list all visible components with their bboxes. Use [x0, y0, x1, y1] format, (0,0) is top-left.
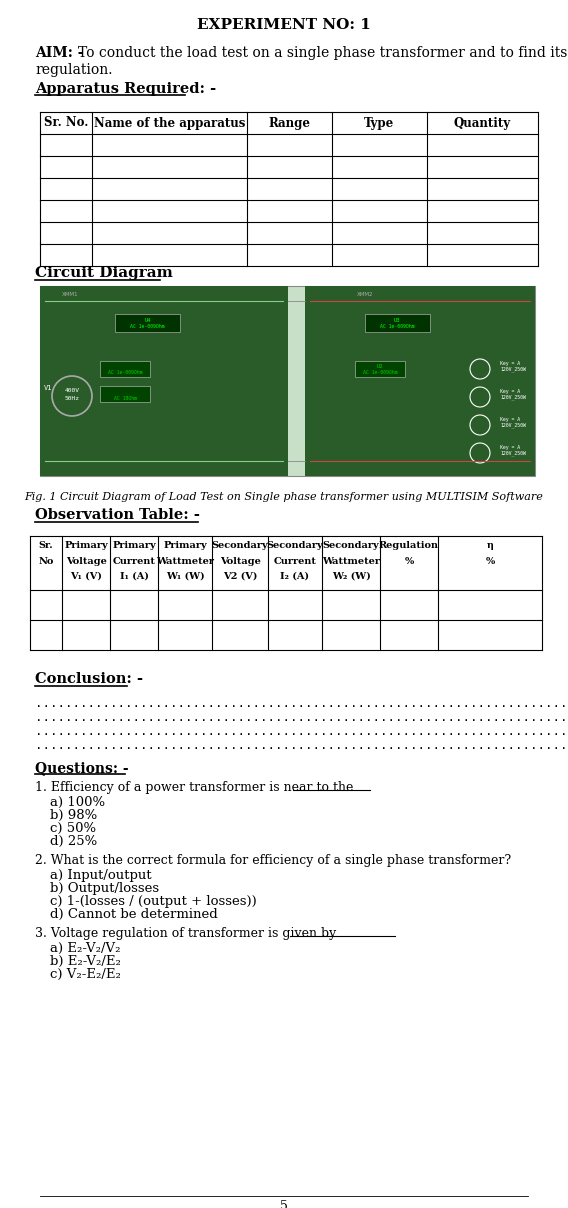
Text: Name of the apparatus: Name of the apparatus — [94, 116, 245, 129]
Bar — [355, 361, 405, 377]
Text: Wattmeter: Wattmeter — [322, 557, 380, 565]
Text: η: η — [487, 541, 494, 551]
Text: a) Input/output: a) Input/output — [50, 869, 152, 882]
Text: 120V_250W: 120V_250W — [500, 451, 526, 455]
Text: Primary: Primary — [112, 541, 156, 551]
Text: 3. Voltage regulation of transformer is given by: 3. Voltage regulation of transformer is … — [35, 927, 336, 940]
Text: ................................................................................: ........................................… — [35, 725, 568, 738]
Text: Voltage: Voltage — [65, 557, 106, 565]
Text: b) E₂-V₂/E₂: b) E₂-V₂/E₂ — [50, 956, 121, 968]
Text: Questions: -: Questions: - — [35, 761, 128, 776]
Text: AC 18Ohm: AC 18Ohm — [114, 395, 136, 401]
Text: Fig. 1 Circuit Diagram of Load Test on Single phase transformer using MULTISIM S: Fig. 1 Circuit Diagram of Load Test on S… — [24, 492, 544, 503]
Text: 120V_250W: 120V_250W — [500, 394, 526, 400]
Text: EXPERIMENT NO: 1: EXPERIMENT NO: 1 — [197, 18, 371, 31]
Text: ................................................................................: ........................................… — [35, 712, 568, 724]
Text: c) 50%: c) 50% — [50, 821, 96, 835]
Text: %: % — [486, 557, 495, 565]
Text: AC 1e-009Ohm: AC 1e-009Ohm — [130, 325, 165, 330]
Text: V2 (V): V2 (V) — [223, 571, 257, 581]
Text: Current: Current — [274, 557, 316, 565]
Text: No: No — [38, 557, 54, 565]
Text: d) Cannot be determined: d) Cannot be determined — [50, 908, 218, 920]
Text: Observation Table: -: Observation Table: - — [35, 509, 200, 522]
Text: XMM2: XMM2 — [357, 291, 373, 296]
Text: Secondary: Secondary — [267, 541, 323, 551]
Text: b) Output/losses: b) Output/losses — [50, 882, 159, 895]
Text: V₁ (V): V₁ (V) — [70, 571, 102, 581]
Text: regulation.: regulation. — [35, 63, 112, 77]
Text: 50Hz: 50Hz — [65, 395, 80, 401]
Text: Primary: Primary — [64, 541, 108, 551]
Text: %: % — [404, 557, 414, 565]
Text: XMM1: XMM1 — [62, 291, 78, 296]
Text: 5: 5 — [280, 1200, 288, 1208]
Text: To conduct the load test on a single phase transformer and to find its efficienc: To conduct the load test on a single pha… — [78, 46, 568, 60]
Text: Primary: Primary — [163, 541, 207, 551]
Text: b) 98%: b) 98% — [50, 809, 97, 821]
Text: Secondary: Secondary — [323, 541, 379, 551]
Text: ................................................................................: ........................................… — [35, 739, 568, 753]
Text: a) E₂-V₂/V₂: a) E₂-V₂/V₂ — [50, 942, 120, 956]
Text: Conclusion: -: Conclusion: - — [35, 672, 143, 686]
Text: Secondary: Secondary — [212, 541, 268, 551]
Text: U3: U3 — [394, 319, 400, 324]
Bar — [115, 314, 180, 332]
Text: Apparatus Required: -: Apparatus Required: - — [35, 82, 216, 95]
Bar — [305, 286, 535, 476]
Text: 120V_250W: 120V_250W — [500, 423, 526, 428]
Text: c) 1-(losses / (output + losses)): c) 1-(losses / (output + losses)) — [50, 895, 257, 908]
Text: Key = A: Key = A — [500, 417, 520, 422]
Text: U4: U4 — [144, 319, 151, 324]
Text: I₂ (A): I₂ (A) — [281, 571, 310, 581]
Text: Sr. No.: Sr. No. — [44, 116, 88, 129]
Bar — [40, 286, 535, 476]
Text: AIM: -: AIM: - — [35, 46, 83, 60]
Text: 120V_250W: 120V_250W — [500, 366, 526, 372]
Text: Current: Current — [112, 557, 156, 565]
Text: a) 100%: a) 100% — [50, 796, 105, 809]
Text: 1. Efficiency of a power transformer is near to the: 1. Efficiency of a power transformer is … — [35, 782, 353, 794]
Text: Key = A: Key = A — [500, 360, 520, 366]
Text: Key = A: Key = A — [500, 389, 520, 394]
Text: Range: Range — [269, 116, 311, 129]
Bar — [40, 286, 287, 476]
Text: Wattmeter: Wattmeter — [156, 557, 214, 565]
Text: ................................................................................: ........................................… — [35, 697, 568, 710]
Text: Quantity: Quantity — [454, 116, 511, 129]
Text: Sr.: Sr. — [39, 541, 53, 551]
Text: U2: U2 — [377, 365, 383, 370]
Text: AC 1e-009Ohm: AC 1e-009Ohm — [380, 325, 415, 330]
Text: Regulation: Regulation — [379, 541, 439, 551]
Text: 400V: 400V — [65, 388, 80, 393]
Text: W₁ (W): W₁ (W) — [166, 571, 204, 581]
Text: c) V₂-E₂/E₂: c) V₂-E₂/E₂ — [50, 968, 121, 981]
Text: d) 25%: d) 25% — [50, 835, 97, 848]
Text: V1: V1 — [44, 385, 52, 391]
Text: W₂ (W): W₂ (W) — [332, 571, 370, 581]
Bar — [100, 361, 150, 377]
Text: Key = A: Key = A — [500, 445, 520, 449]
Text: I₁ (A): I₁ (A) — [119, 571, 148, 581]
Bar — [100, 387, 150, 402]
Text: Voltage: Voltage — [220, 557, 261, 565]
Bar — [365, 314, 430, 332]
Text: AC 1e-009Ohm: AC 1e-009Ohm — [108, 371, 142, 376]
Text: Type: Type — [365, 116, 395, 129]
Text: 2. What is the correct formula for efficiency of a single phase transformer?: 2. What is the correct formula for effic… — [35, 854, 511, 867]
Text: AC 1e-009Ohm: AC 1e-009Ohm — [362, 371, 397, 376]
Text: Circuit Diagram: Circuit Diagram — [35, 266, 173, 280]
